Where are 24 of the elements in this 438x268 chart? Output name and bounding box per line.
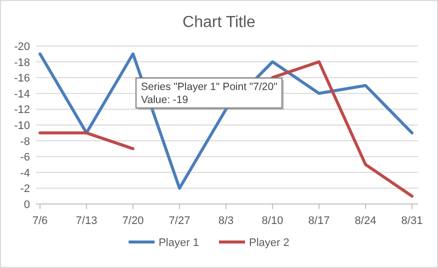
y-tick-label: -2 [20, 183, 30, 196]
x-tick-label: 8/31 [401, 215, 423, 227]
y-tick-label: -18 [14, 56, 30, 69]
x-tick-label: 8/17 [308, 215, 330, 227]
x-tick-label: 8/3 [218, 215, 234, 227]
annotation: Series "Player 1" Point "7/20" Value: -19 [141, 81, 278, 106]
y-tick-label: 0 [24, 199, 30, 211]
x-tick-label: 7/27 [168, 215, 190, 227]
y-tick-label: -6 [20, 152, 30, 164]
y-tick-label: -12 [14, 104, 30, 116]
y-tick-label: -14 [14, 88, 30, 100]
chart-title: Chart Title [182, 14, 256, 31]
x-tick-label: 8/10 [262, 215, 284, 227]
y-tick-label: -4 [20, 167, 30, 180]
legend-label: Player 1 [158, 237, 199, 249]
x-tick-label: 8/24 [354, 215, 376, 227]
x-tick-label: 7/20 [122, 215, 144, 227]
y-tick-label: -10 [14, 120, 30, 132]
x-tick-label: 7/13 [76, 215, 98, 227]
y-tick-label: -20 [14, 41, 30, 53]
y-tick-label: -16 [14, 72, 30, 85]
x-tick-label: 7/6 [32, 215, 48, 227]
legend-label: Player 2 [249, 237, 290, 249]
y-tick-label: -8 [20, 136, 30, 148]
